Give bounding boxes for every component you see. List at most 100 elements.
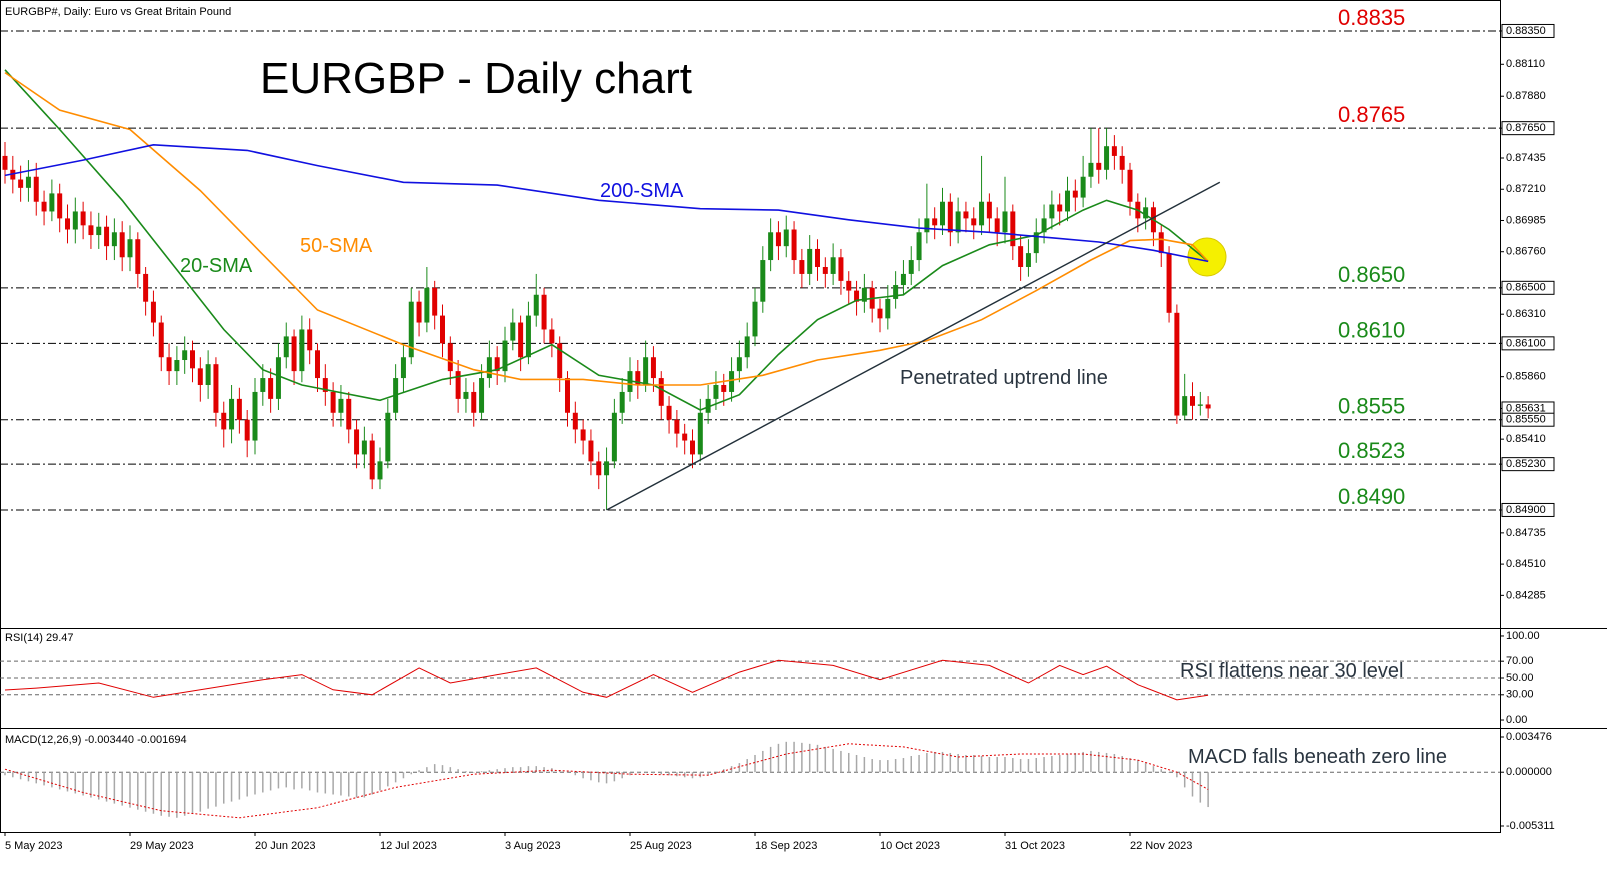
histogram-bar <box>543 767 545 773</box>
candle-body <box>221 412 227 430</box>
candle-body <box>236 398 242 420</box>
x-tick-label: 20 Jun 2023 <box>255 840 316 852</box>
level-label: 0.8650 <box>1338 262 1405 287</box>
histogram-bar <box>152 772 155 814</box>
histogram-bar <box>715 772 717 773</box>
candle-body <box>1158 232 1164 254</box>
candle-body <box>979 201 985 226</box>
y-tick-label: 0.86760 <box>1506 246 1546 258</box>
histogram-bar <box>582 772 584 779</box>
histogram-bar <box>707 772 709 776</box>
candle-body <box>486 357 492 379</box>
y-tick-label: 0.87435 <box>1506 152 1546 164</box>
candle-body <box>260 378 266 392</box>
candle-body <box>1119 155 1125 170</box>
candle-body <box>57 193 63 219</box>
y-tick-label: 0.85860 <box>1506 371 1546 383</box>
candle-body <box>283 336 289 358</box>
histogram-bar <box>301 772 303 789</box>
candle-body <box>1065 190 1070 212</box>
level-label: 0.8765 <box>1338 102 1405 127</box>
level-label: 0.8610 <box>1338 317 1405 342</box>
histogram-bar <box>371 772 373 795</box>
candle-body <box>1072 190 1078 198</box>
candle-body <box>330 391 336 413</box>
candle-body <box>971 218 977 226</box>
histogram-bar <box>1191 772 1194 797</box>
level-label: 0.8555 <box>1338 394 1405 419</box>
candle-body <box>682 433 688 441</box>
candle-body <box>658 378 664 406</box>
candle-body <box>932 218 938 226</box>
histogram-bar <box>848 752 850 773</box>
candle-body <box>916 232 922 261</box>
histogram-bar <box>387 772 389 787</box>
candle-body <box>1127 169 1133 202</box>
histogram-bar <box>504 768 506 773</box>
histogram-bar <box>58 772 61 790</box>
histogram-bar <box>1113 753 1116 773</box>
candle-body <box>533 294 539 316</box>
price-box <box>1501 457 1555 472</box>
histogram-bar <box>988 757 991 773</box>
candle-body <box>455 371 461 399</box>
candle-body <box>940 201 945 226</box>
histogram-bar <box>12 772 14 778</box>
macd-note: MACD falls beneath zero line <box>1188 746 1447 768</box>
histogram-bar <box>199 772 202 812</box>
candle-body <box>619 391 625 413</box>
histogram-bar <box>363 772 366 798</box>
line-label: 20-SMA <box>180 255 253 277</box>
histogram-bar <box>1066 753 1069 773</box>
histogram-bar <box>207 772 209 809</box>
histogram-bar <box>418 770 420 773</box>
price-box <box>1501 412 1555 427</box>
candle-body <box>158 322 164 358</box>
histogram-bar <box>1160 769 1162 773</box>
candle-body <box>322 378 328 392</box>
histogram-bar <box>1129 758 1131 773</box>
candle-body <box>666 405 672 420</box>
histogram-bar <box>1098 751 1100 773</box>
histogram-bar <box>277 772 280 789</box>
candle-body <box>416 301 422 323</box>
histogram-bar <box>683 772 686 778</box>
candle-body <box>580 429 586 441</box>
candle-body <box>690 440 695 455</box>
histogram-bar <box>340 772 342 796</box>
histogram-bar <box>887 760 889 773</box>
candle-body <box>150 301 156 323</box>
histogram-bar <box>535 766 537 773</box>
candle-body <box>697 412 703 455</box>
level-label: 0.8523 <box>1338 438 1405 463</box>
histogram-bar <box>113 772 116 804</box>
candle-body <box>674 419 680 434</box>
y-tick-label: 0.87880 <box>1506 90 1546 102</box>
line-series <box>4 743 1209 819</box>
y-tick-label: 50.00 <box>1506 672 1534 684</box>
macd-title: MACD(12,26,9) -0.003440 -0.001694 <box>5 734 187 746</box>
candle-body <box>252 391 258 441</box>
candle-body <box>119 232 125 258</box>
histogram-bar <box>1199 772 1202 803</box>
candle-body <box>588 440 594 462</box>
histogram-bar <box>496 769 498 773</box>
candle-body <box>1080 176 1086 198</box>
y-tick-label: 0.88110 <box>1506 58 1545 70</box>
candle-body <box>721 385 727 392</box>
y-tick-label: 0.000000 <box>1506 766 1552 778</box>
histogram-bar <box>473 772 475 773</box>
histogram-bar <box>223 772 225 804</box>
candle-body <box>1096 162 1102 170</box>
candle-body <box>635 371 641 386</box>
histogram-bar <box>394 772 397 783</box>
histogram-bar <box>105 772 108 802</box>
y-tick-label: 0.003476 <box>1506 731 1552 743</box>
histogram-bar <box>832 748 834 773</box>
candle-body <box>1205 404 1211 409</box>
histogram-bar <box>1019 759 1022 773</box>
candle-body <box>736 357 742 372</box>
histogram-bar <box>480 771 483 773</box>
crossover-highlight <box>1187 237 1227 277</box>
